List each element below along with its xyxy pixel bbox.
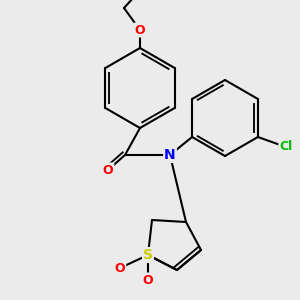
Text: O: O — [115, 262, 125, 275]
Text: Cl: Cl — [279, 140, 292, 154]
Text: S: S — [143, 248, 153, 262]
Text: O: O — [135, 23, 145, 37]
Text: O: O — [103, 164, 113, 176]
Text: O: O — [143, 274, 153, 286]
Text: N: N — [164, 148, 176, 162]
